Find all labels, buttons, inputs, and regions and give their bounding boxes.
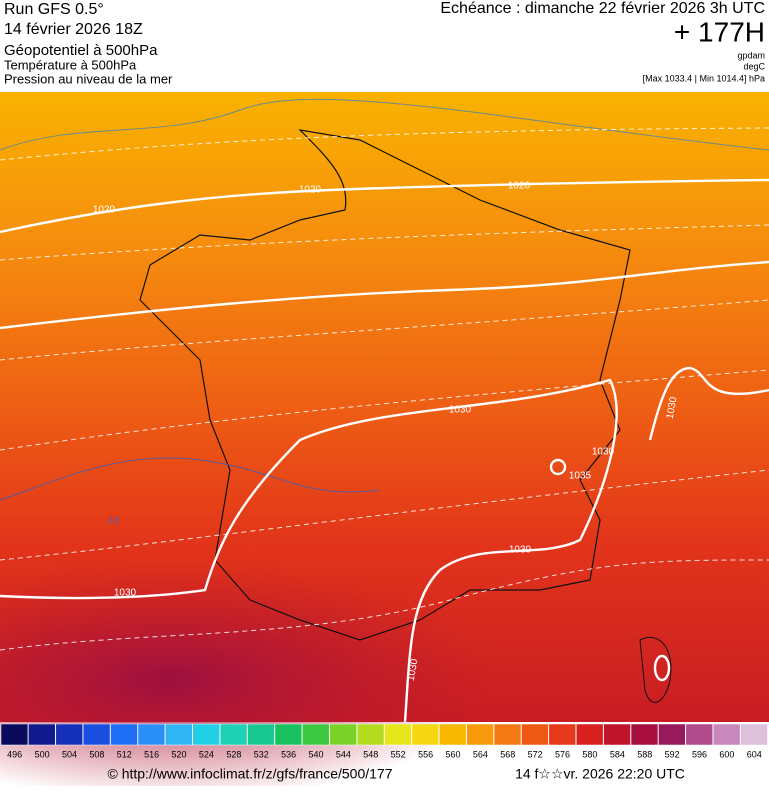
run: Run GFS 0.5° xyxy=(4,1,104,18)
scale-label: 520 xyxy=(172,749,187,759)
isobar-label: 1030 xyxy=(449,405,472,416)
scale-label: 544 xyxy=(336,749,351,759)
scale-swatch xyxy=(219,723,248,746)
scale-swatch xyxy=(521,723,549,746)
isobar-label: 1030 xyxy=(114,588,137,599)
temperature-label: -18 xyxy=(105,516,120,527)
scale-swatch xyxy=(110,723,138,746)
scale-label: 548 xyxy=(363,749,378,759)
scale-swatch xyxy=(493,723,522,746)
echeance: Echéance : dimanche 22 février 2026 3h U… xyxy=(440,0,765,17)
scale-swatch xyxy=(630,723,659,746)
unit: degC xyxy=(743,61,765,71)
scale-swatch xyxy=(603,723,631,746)
scale-swatch xyxy=(466,723,494,746)
scale-swatch xyxy=(137,723,166,746)
scale-swatch xyxy=(576,723,604,746)
scale-swatch xyxy=(274,723,303,746)
scale-swatch xyxy=(356,723,385,746)
scale-swatch xyxy=(165,723,193,746)
run-date: 14 février 2026 18Z xyxy=(4,21,143,38)
scale-swatch xyxy=(712,723,741,746)
geopotential-contour xyxy=(0,369,769,451)
scale-label: 532 xyxy=(254,749,269,759)
geopotential-contour xyxy=(0,224,769,261)
header: Run GFS 0.5° 14 février 2026 18Z Géopote… xyxy=(4,0,766,781)
scale-swatch xyxy=(28,723,56,746)
source-url: © http://www.infoclimat.fr/z/gfs/france/… xyxy=(108,766,393,782)
isobar xyxy=(0,178,769,234)
isobar xyxy=(0,378,618,723)
scale-label: 588 xyxy=(637,749,652,759)
temperature-contour xyxy=(0,457,381,501)
scale-label: 568 xyxy=(500,749,515,759)
scale-swatch xyxy=(247,723,275,746)
scale-label: 560 xyxy=(445,749,460,759)
isobar-label: 1030 xyxy=(592,447,615,458)
scale-label: 528 xyxy=(226,749,241,759)
scale-label: 604 xyxy=(747,749,762,759)
geopotential-contour xyxy=(0,559,769,651)
scale-label: 596 xyxy=(692,749,707,759)
geopotential-contour xyxy=(0,127,769,161)
isobar-label: 1030 xyxy=(406,658,421,682)
scale-label: 500 xyxy=(35,749,50,759)
isobar xyxy=(0,260,769,330)
scale-label: 580 xyxy=(582,749,597,759)
isobar xyxy=(653,654,671,682)
scale-label: 584 xyxy=(610,749,625,759)
isobar-label: 1020 xyxy=(508,181,531,192)
scale-swatch xyxy=(685,723,713,746)
scale-swatch xyxy=(439,723,467,746)
scale-label: 592 xyxy=(665,749,680,759)
scale-label: 504 xyxy=(62,749,77,759)
scale-label: 572 xyxy=(528,749,543,759)
scale-swatch xyxy=(55,723,83,746)
isobar-label: 1035 xyxy=(569,471,592,482)
scale-label: 516 xyxy=(144,749,159,759)
isobar xyxy=(549,458,567,476)
scale-swatch xyxy=(548,723,576,746)
isobar-label: 1020 xyxy=(299,185,322,196)
isobar xyxy=(648,366,769,441)
unit: gpdam xyxy=(737,50,765,60)
scale-label: 552 xyxy=(391,749,406,759)
scale-swatch xyxy=(302,723,330,746)
lead-time: + 177H xyxy=(674,16,765,47)
scale-swatch xyxy=(0,723,29,746)
scale-label: 524 xyxy=(199,749,214,759)
scale-label: 508 xyxy=(89,749,104,759)
scale-label: 556 xyxy=(418,749,433,759)
scale-swatch xyxy=(411,723,440,746)
scale-swatch xyxy=(658,723,686,746)
subfield: Pression au niveau de la mer xyxy=(4,71,173,86)
temperature-contour xyxy=(0,98,769,151)
scale-label: 600 xyxy=(719,749,734,759)
scale-label: 564 xyxy=(473,749,488,759)
map xyxy=(0,92,769,791)
field: Géopotentiel à 500hPa xyxy=(4,42,158,59)
scale-label: 540 xyxy=(309,749,324,759)
range: [Max 1033.4 | Min 1014.4] hPa xyxy=(643,73,765,83)
scale-label: 576 xyxy=(555,749,570,759)
france-outline xyxy=(139,129,631,641)
scale-swatch xyxy=(740,723,768,746)
isobar-label: 1030 xyxy=(509,545,532,556)
scale-label: 536 xyxy=(281,749,296,759)
scale-label: 512 xyxy=(117,749,132,759)
scale-swatch xyxy=(384,723,412,746)
scale-swatch xyxy=(82,723,111,746)
corsica-outline xyxy=(639,637,672,703)
subfield: Température à 500hPa xyxy=(4,57,137,72)
timestamp: 14 f☆☆vr. 2026 22:20 UTC xyxy=(515,766,685,782)
scale-swatch xyxy=(192,723,220,746)
isobar-label: 1020 xyxy=(93,205,116,216)
isobar-label: 1030 xyxy=(665,396,680,420)
scale-swatch xyxy=(329,723,357,746)
geopotential-contour xyxy=(0,469,769,561)
scale-label: 496 xyxy=(7,749,22,759)
geopotential-contour xyxy=(0,299,769,361)
